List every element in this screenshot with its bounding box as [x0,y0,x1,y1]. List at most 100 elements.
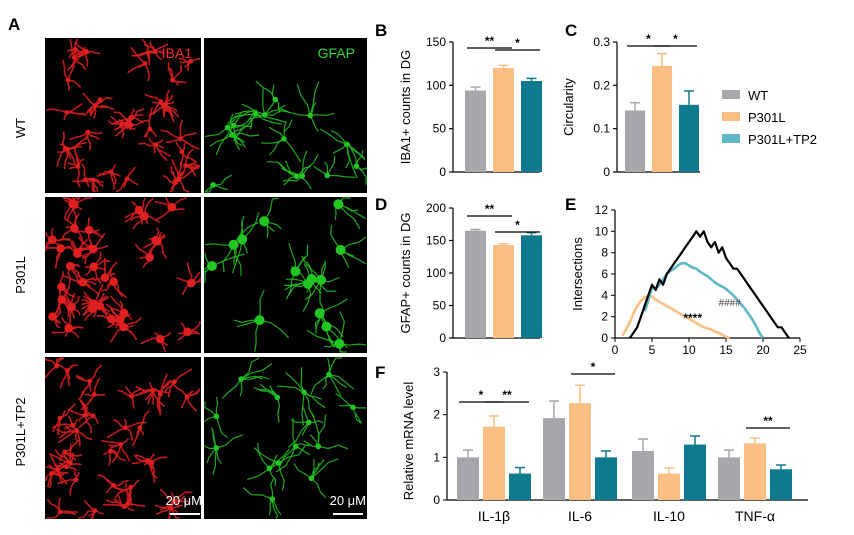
cell-process [154,197,187,221]
cell-process [159,488,193,512]
cell-body [213,445,219,451]
cell-body [316,274,326,285]
cell-process [106,418,147,441]
cell-body [266,465,273,472]
y-tick-label: 0.1 [593,122,610,136]
cell-body [272,96,279,103]
cell-body [75,164,81,169]
cell-process [51,415,80,433]
micrograph-grid [45,38,367,519]
y-tick-label: 3 [433,365,440,379]
cell-body [184,394,190,400]
cell-body [183,327,192,337]
cell-process [144,93,175,118]
x-tick-label: 10 [682,343,696,357]
cell-body [183,163,189,169]
cell-body [67,302,76,312]
cell-process [124,482,133,505]
chart-f: 0 1 2 3 Relative mRNA level IL-1β IL-6 IL-10 TNF… [401,360,808,524]
cell-body [308,475,315,482]
cell-body [57,282,66,292]
cell-process [135,381,170,408]
cell-process [77,499,104,519]
x-category-label: TNF-α [735,508,775,524]
bar [625,110,645,172]
y-tick-label: 150 [426,234,446,248]
bar [465,90,486,172]
legend-swatch-wt [722,90,740,99]
cell-process [301,255,326,313]
series-line [643,261,765,339]
cell-body [153,236,162,246]
cell-body [124,176,130,182]
cell-process [57,470,80,496]
cell-process [74,217,105,252]
y-tick-label: 0 [439,331,446,345]
cell-body [115,315,125,325]
cell-process [80,377,106,411]
channel-label-iba1: IBA1 [162,45,193,61]
bar [632,450,654,500]
x-tick-label: 20 [756,343,770,357]
y-tick-label: 10 [595,224,609,238]
cell-body [57,509,63,515]
y-tick-label: 2 [601,310,608,324]
series-line [628,230,790,339]
bar [465,230,486,338]
legend-label-p301l-tp2: P301L+TP2 [748,132,817,147]
sig-label: ** [485,34,495,48]
cell-process [62,197,77,220]
cell-body [129,393,135,399]
cell-process [102,449,127,466]
cell-body [305,419,312,426]
cell-body [145,252,154,262]
cell-body [90,413,96,419]
bar [718,457,740,500]
cell-process [306,311,367,353]
bar [521,81,542,172]
cell-process [67,147,85,188]
legend-label-wt: WT [748,88,768,103]
cell-body [171,498,177,504]
cell-process [87,98,101,119]
cell-body [125,501,131,506]
cell-process [96,307,129,330]
cell-body [88,304,97,314]
cell-body [90,177,96,183]
y-tick-label: 0 [433,493,440,507]
cell-body [262,112,268,118]
cell-body [65,368,70,373]
cell-body [303,278,313,289]
cell-process [170,159,196,193]
cell-body [299,173,306,179]
cell-body [142,61,148,66]
cell-process [263,197,282,238]
scalebar-label-iba1: 20 μM [166,493,202,508]
y-tick-label: 100 [426,78,446,92]
cell-body [97,97,103,102]
cell-process [96,164,121,190]
y-axis-label: Circularity [561,78,576,136]
cell-body [158,99,164,105]
cell-process [160,119,200,150]
cell-body [326,371,332,378]
y-tick-label: 2 [433,408,440,422]
cell-body [54,363,60,369]
cell-process [247,445,306,491]
cell-body [70,224,79,233]
cell-body [111,482,116,488]
y-tick-label: 0 [601,331,608,345]
cell-body [269,496,276,502]
sig-label: * [479,388,484,402]
cell-process [84,251,111,285]
cell-process [242,477,282,519]
cell-process [143,107,157,138]
cell-process [139,331,172,353]
cell-process [69,131,103,151]
bar [457,457,479,500]
bar [569,403,591,500]
cell-process [209,126,260,147]
cell-body [237,234,248,245]
cell-process [204,252,245,283]
cell-process [62,59,82,91]
